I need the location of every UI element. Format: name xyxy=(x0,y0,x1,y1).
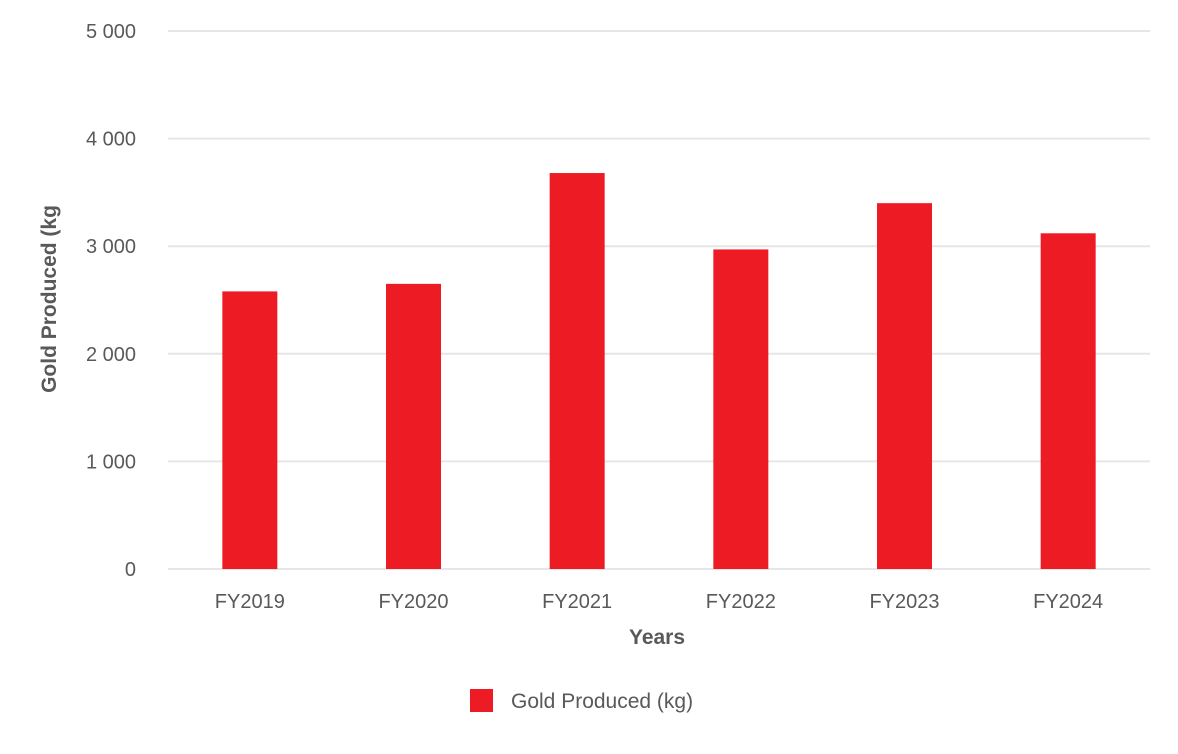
bars xyxy=(222,173,1096,570)
x-tick-label: FY2023 xyxy=(869,591,939,613)
x-axis-title: Years xyxy=(629,626,685,649)
legend-label: Gold Produced (kg) xyxy=(511,690,693,713)
y-axis-title: Gold Produced (kg xyxy=(38,205,61,393)
bar-fy2024 xyxy=(1040,233,1096,569)
gridlines xyxy=(168,30,1150,570)
y-tick-label: 1 000 xyxy=(86,451,136,473)
bar-fy2020 xyxy=(386,283,441,569)
x-tick-label: FY2022 xyxy=(706,591,776,613)
x-tick-label: FY2020 xyxy=(378,591,448,613)
x-tick-label: FY2024 xyxy=(1033,591,1103,613)
x-axis-ticks: FY2019 FY2020 FY2021 FY2022 FY2023 FY2024 xyxy=(215,591,1103,613)
bar-fy2023 xyxy=(877,203,932,569)
legend: Gold Produced (kg) xyxy=(470,689,693,713)
y-tick-label: 3 000 xyxy=(86,236,136,258)
y-tick-label: 0 xyxy=(125,559,136,581)
y-tick-label: 4 000 xyxy=(86,129,136,151)
y-tick-label: 5 000 xyxy=(86,21,136,43)
legend-swatch xyxy=(470,689,493,712)
y-tick-label: 2 000 xyxy=(86,344,136,366)
bar-fy2021 xyxy=(549,173,605,570)
bar-fy2019 xyxy=(222,291,278,569)
x-tick-label: FY2021 xyxy=(542,591,612,613)
y-axis-ticks: 0 1 000 2 000 3 000 4 000 5 000 xyxy=(86,21,136,581)
x-tick-label: FY2019 xyxy=(215,591,285,613)
bar-fy2022 xyxy=(713,249,769,570)
